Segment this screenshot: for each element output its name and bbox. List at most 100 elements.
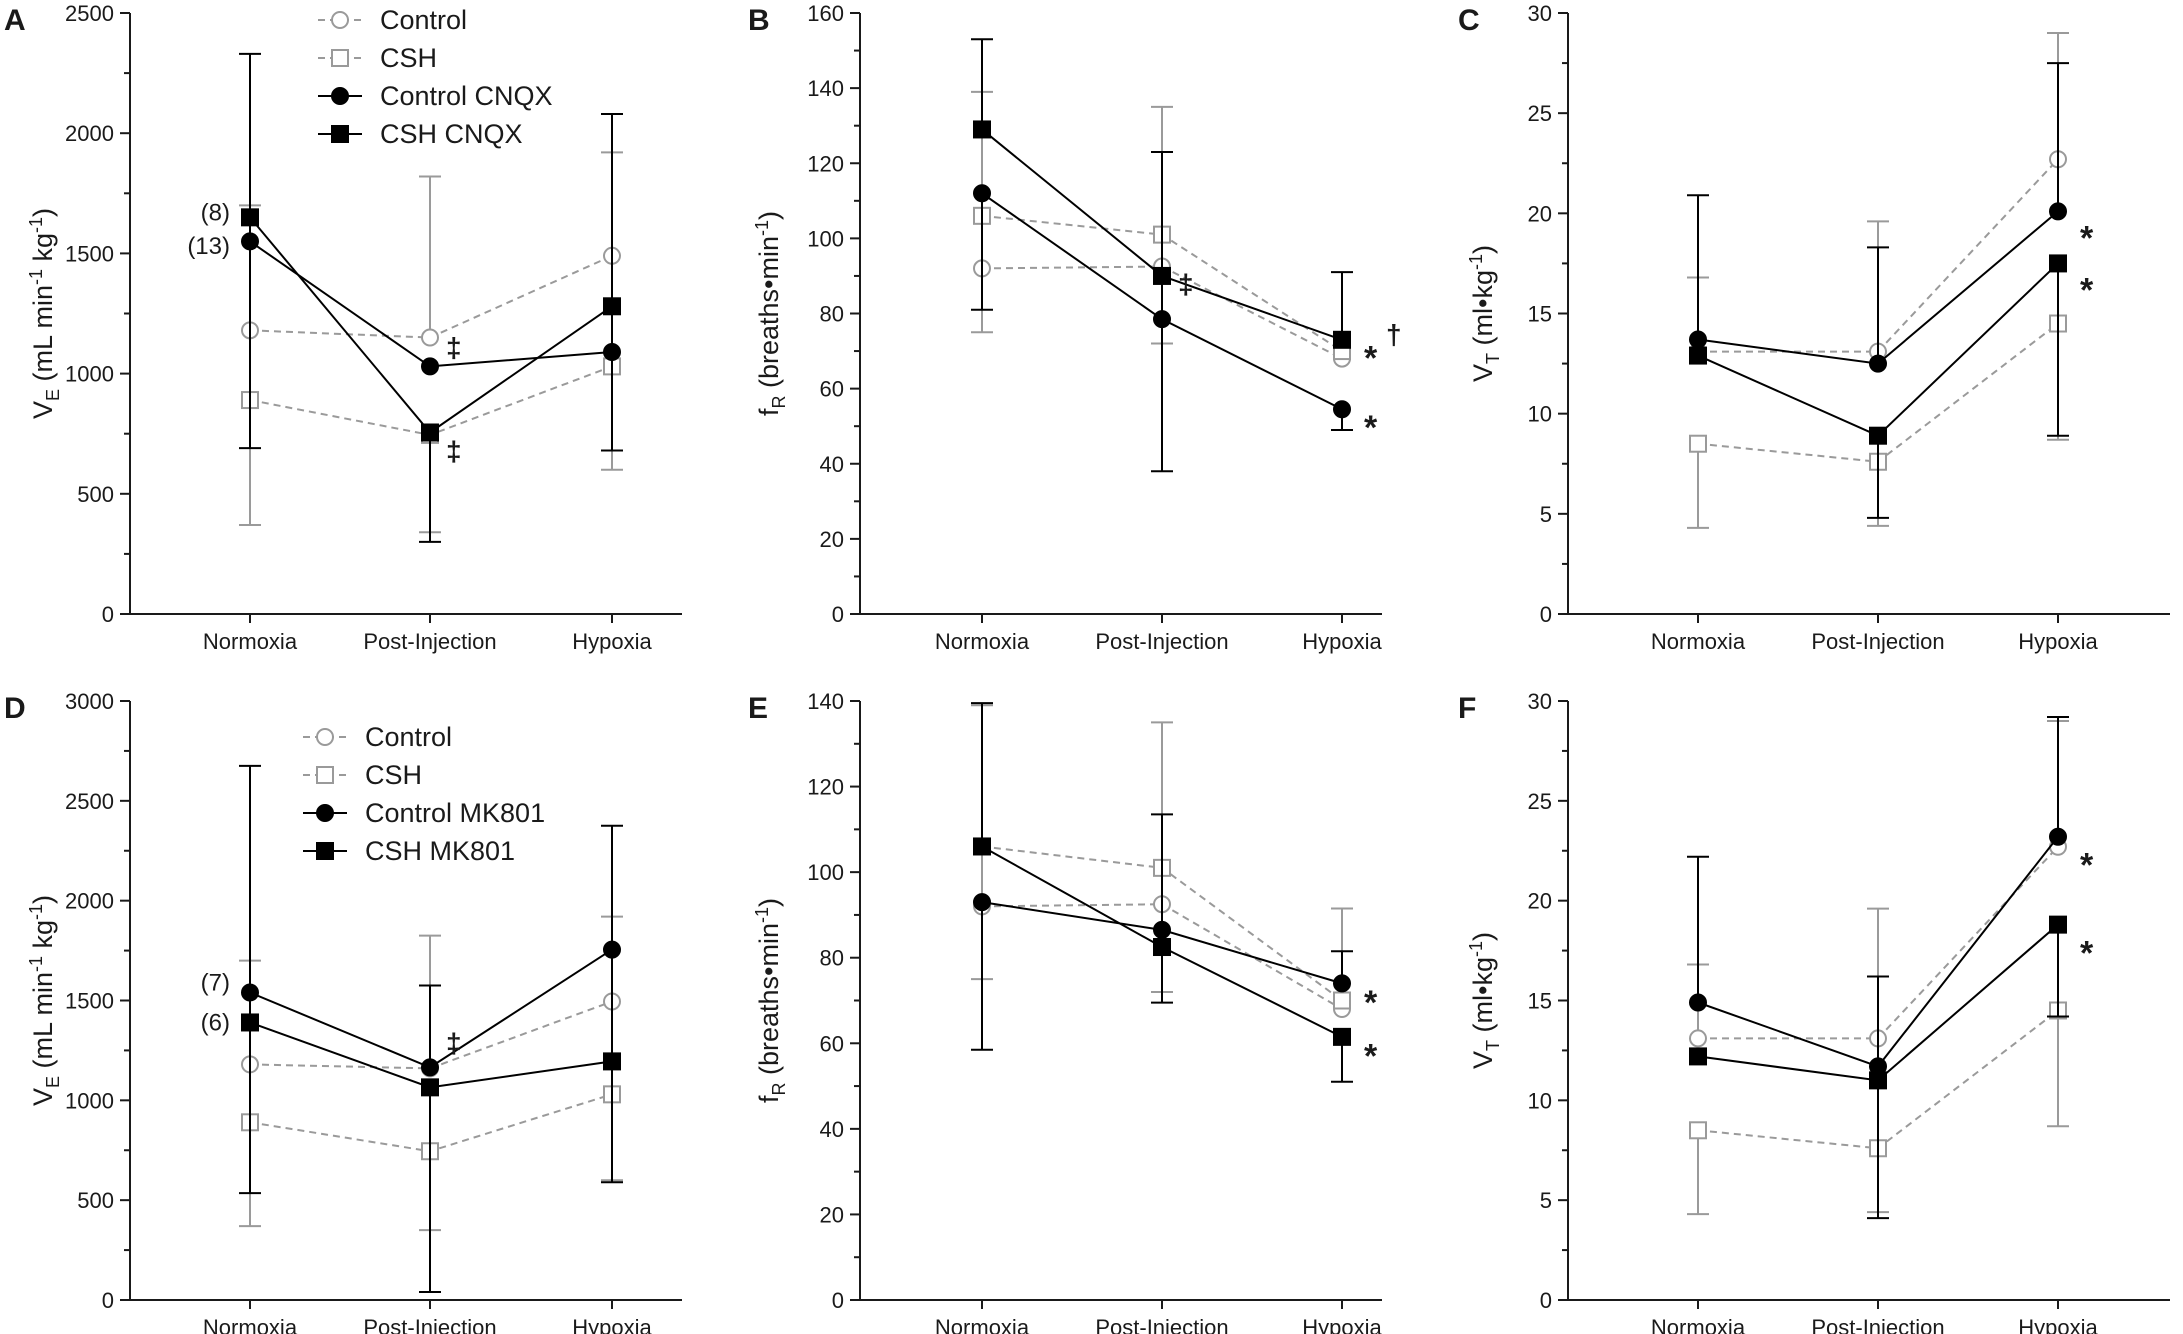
data-point [1869, 354, 1887, 373]
legend-label: Control [365, 722, 452, 752]
legend-item: CSH [318, 43, 437, 73]
data-point [241, 1013, 259, 1032]
legend-item: Control CNQX [318, 81, 553, 111]
data-point [421, 328, 439, 347]
data-point [1689, 1047, 1707, 1066]
data-point [1869, 1071, 1887, 1090]
y-tick-label: 25 [1528, 101, 1552, 126]
y-tick-label: 80 [820, 946, 844, 971]
annotation-note: (8) [201, 200, 230, 227]
series-black-circle [1687, 715, 2069, 1076]
series-black-square [1689, 915, 2069, 1220]
legend-label: CSH [365, 760, 422, 790]
annotation-note: (13) [187, 233, 230, 260]
series-black-square [1689, 254, 2069, 519]
y-tick-label: 60 [820, 1031, 844, 1056]
data-point [2049, 202, 2067, 221]
y-tick-label: 120 [807, 151, 844, 176]
data-point [1689, 1121, 1707, 1140]
data-point [1333, 330, 1351, 349]
x-tick-label: Post-Injection [363, 629, 496, 654]
legend: Control CSH Control MK801 CSH MK801 [303, 722, 545, 866]
data-point [603, 940, 621, 959]
panel-e: E 0 20 40 60 80 100 120 140 Normoxia Post-Injectio… [748, 689, 1383, 1334]
y-tick-label: 2500 [65, 789, 114, 814]
y-tick-label: 1500 [65, 989, 114, 1014]
x-tick-label: Normoxia [203, 629, 298, 654]
panel-f: F 0 5 10 15 20 25 30 Normoxia Post-Injection Hypox… [1458, 689, 2170, 1334]
series-black-square [971, 38, 1353, 349]
x-tick-label: Post-Injection [363, 1315, 496, 1334]
legend-marker [331, 87, 349, 105]
annotation-star: * [1364, 984, 1378, 1022]
legend-label: CSH CNQX [380, 119, 523, 149]
panel-letter-f: F [1458, 692, 1476, 725]
y-tick-label: 20 [1528, 889, 1552, 914]
panel-letter-e: E [748, 692, 768, 725]
panel-a: A 0 500 1000 1500 2000 2500 Normoxia Post-Inject… [4, 1, 682, 654]
annotation-star: * [2080, 847, 2094, 885]
data-point [973, 184, 991, 203]
series-black-square [241, 1013, 621, 1294]
series-black-circle [239, 764, 623, 1195]
y-tick-label: 2000 [65, 121, 114, 146]
legend-item: CSH [303, 760, 422, 790]
data-point [241, 208, 259, 227]
y-tick-label: 10 [1528, 402, 1552, 427]
data-point [1333, 1027, 1351, 1046]
legend-marker [316, 804, 334, 822]
y-tick-label: 3000 [65, 689, 114, 714]
y-tick-label: 15 [1528, 302, 1552, 327]
x-tick-label: Post-Injection [1095, 1315, 1228, 1334]
legend-item: CSH MK801 [303, 836, 515, 866]
data-point [241, 983, 259, 1002]
annotation-dagger: ‡ [446, 332, 462, 363]
annotation-dagger: ‡ [446, 436, 462, 467]
series-black-square [971, 702, 1353, 1083]
data-point [1153, 938, 1171, 957]
y-tick-label: 1000 [65, 1088, 114, 1113]
data-point [1153, 920, 1171, 939]
x-tick-label: Post-Injection [1811, 629, 1944, 654]
y-tick-label: 60 [820, 377, 844, 402]
x-tick-label: Post-Injection [1811, 1315, 1944, 1334]
data-point [1689, 434, 1707, 453]
y-tick-label: 40 [820, 452, 844, 477]
data-point [1153, 310, 1171, 329]
y-axis-label: VT (ml•kg-1) [1466, 932, 1503, 1069]
y-tick-label: 20 [1528, 201, 1552, 226]
data-point [421, 1058, 439, 1077]
x-tick-label: Normoxia [935, 1315, 1030, 1334]
y-tick-label: 20 [820, 527, 844, 552]
y-axis-label: VT (ml•kg-1) [1466, 245, 1503, 382]
y-axis-label: fR (breaths•min-1) [752, 211, 789, 416]
y-axis-label: VE (mL min-1 kg-1) [26, 895, 63, 1106]
y-tick-label: 30 [1528, 1, 1552, 26]
legend-item: Control [318, 5, 467, 35]
legend-item: Control [303, 722, 452, 752]
annotation-note: (6) [201, 1009, 230, 1036]
series-black-circle [971, 150, 1353, 473]
legend-marker [331, 11, 349, 29]
y-axis-label: fR (breaths•min-1) [752, 898, 789, 1103]
y-tick-label: 10 [1528, 1088, 1552, 1113]
legend-marker [316, 842, 334, 860]
data-point [973, 893, 991, 912]
annotation-dagger-small: † [1386, 319, 1402, 350]
panel-letter-d: D [4, 692, 26, 725]
y-tick-label: 20 [820, 1202, 844, 1227]
panel-letter-b: B [748, 4, 770, 37]
annotation-dagger: ‡ [1178, 268, 1194, 299]
panel-c: C 0 5 10 15 20 25 30 Normoxia Post-Injection Hypox… [1458, 1, 2170, 654]
data-point [421, 357, 439, 376]
data-point [973, 120, 991, 139]
data-point [1153, 266, 1171, 285]
data-point [2049, 254, 2067, 273]
data-point [2049, 915, 2067, 934]
data-point [1689, 1029, 1707, 1048]
y-tick-label: 500 [77, 1188, 114, 1213]
y-tick-label: 0 [832, 1288, 844, 1313]
x-tick-label: Post-Injection [1095, 629, 1228, 654]
data-point [421, 1078, 439, 1097]
